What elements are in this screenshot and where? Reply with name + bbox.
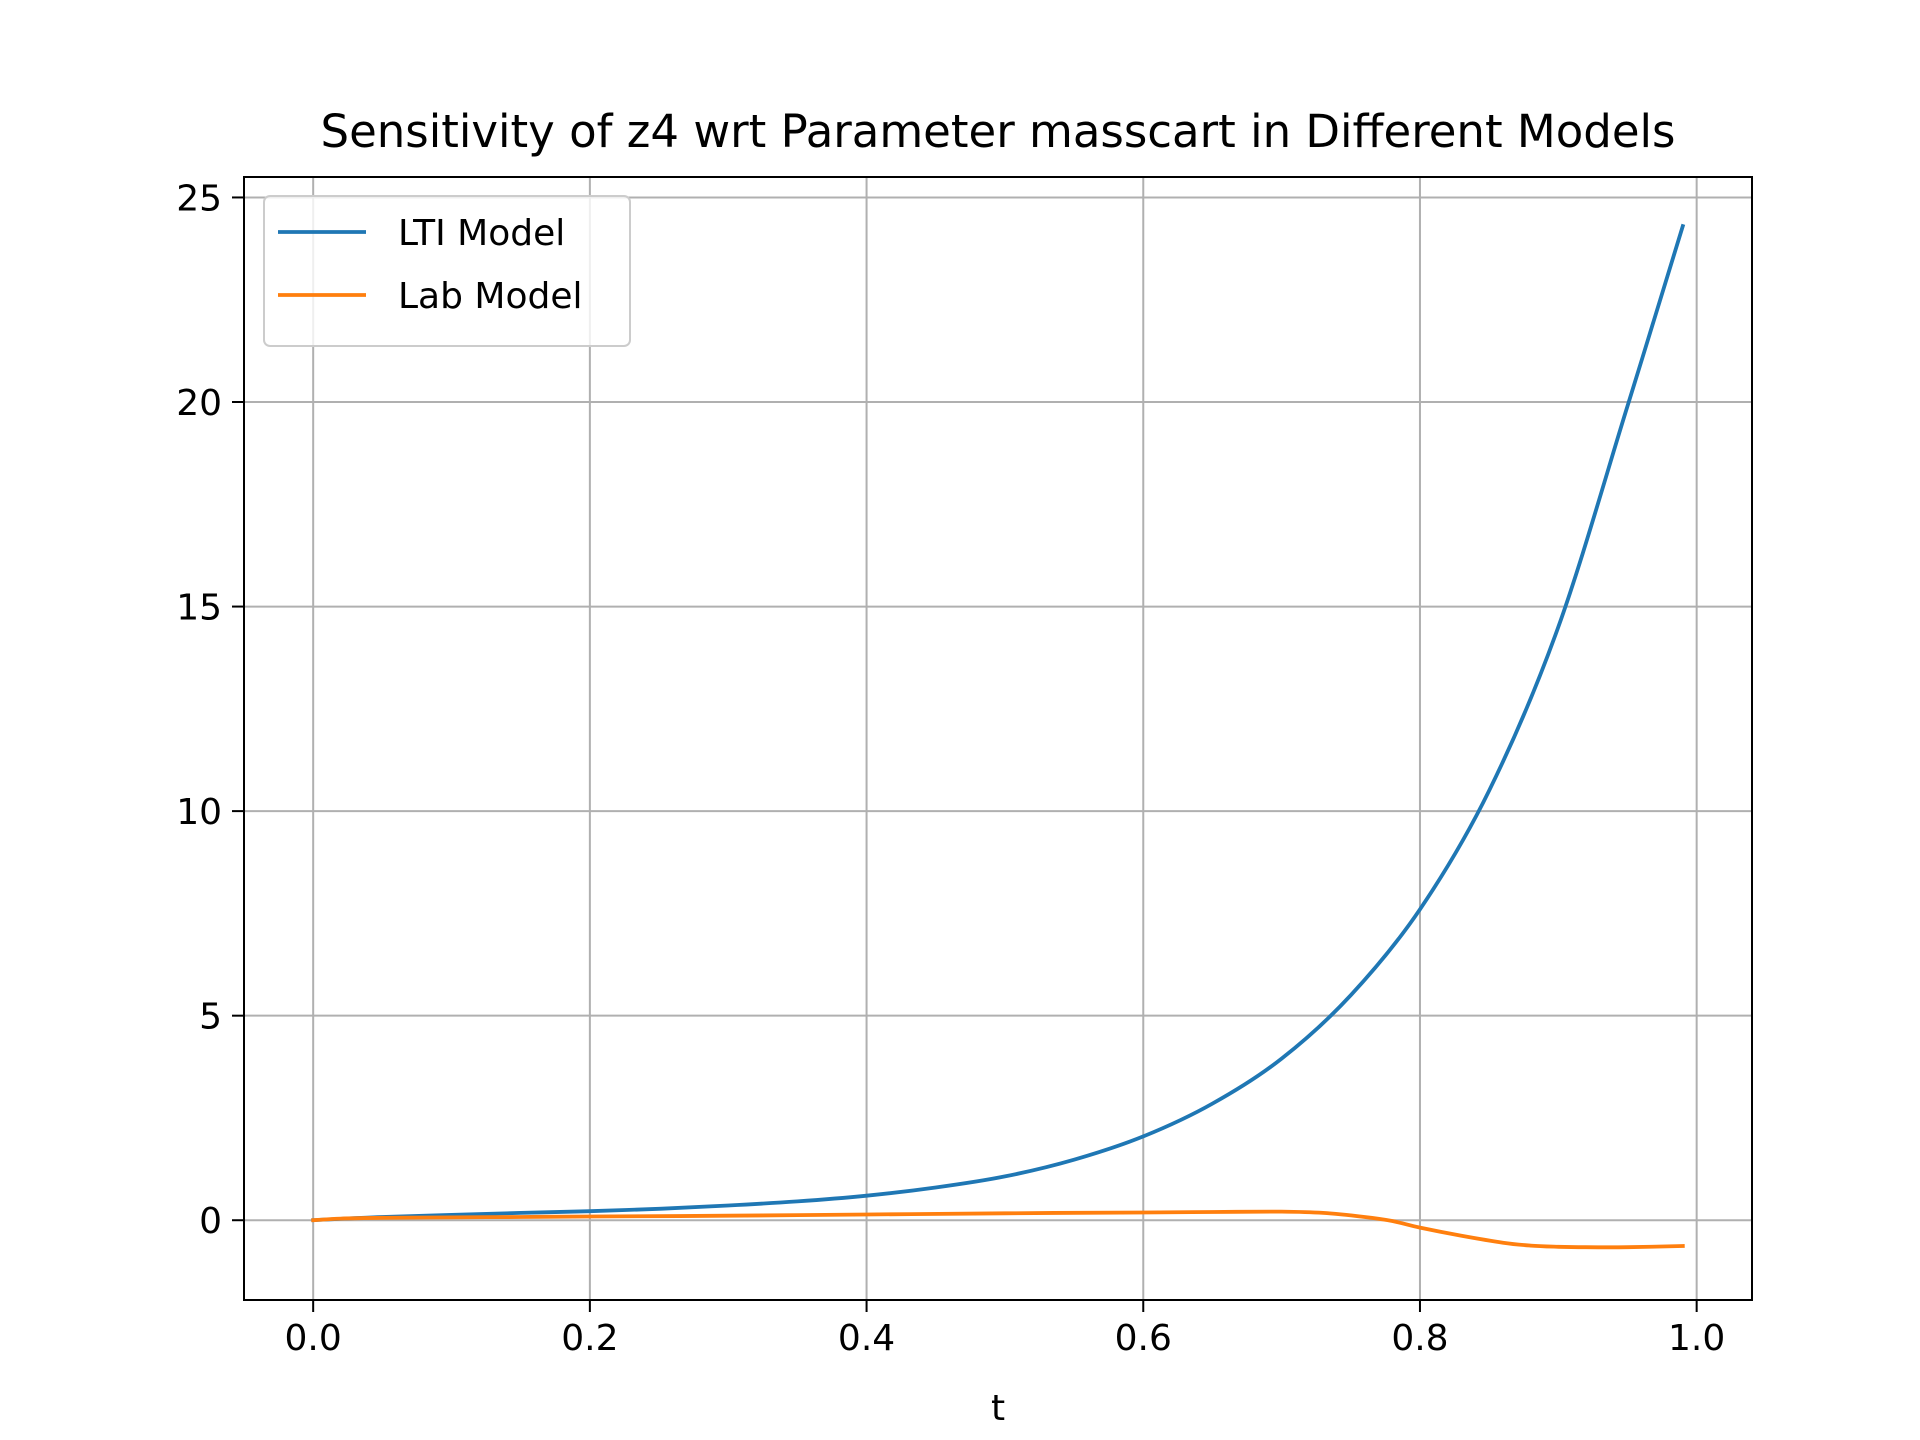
legend: LTI Model Lab Model — [263, 195, 631, 347]
x-tick-label: 0.4 — [838, 1318, 895, 1359]
x-tick-label: 0.6 — [1115, 1318, 1172, 1359]
x-tick-label: 0.8 — [1391, 1318, 1448, 1359]
legend-label: Lab Model — [398, 276, 583, 317]
series-line-lab-model — [311, 1209, 1685, 1250]
y-tick-label: 15 — [176, 588, 222, 629]
y-tick-label: 5 — [199, 997, 222, 1038]
legend-label: LTI Model — [398, 213, 565, 254]
axis-ticks: 0.0 0.2 0.4 0.6 0.8 1.0 0 5 10 15 20 25 — [176, 178, 1725, 1359]
y-tick-label: 10 — [176, 792, 222, 833]
x-axis-label: t — [991, 1388, 1005, 1429]
grid — [244, 177, 1752, 1300]
plot-series — [311, 223, 1686, 1250]
y-tick-label: 20 — [176, 383, 222, 424]
x-tick-label: 0.0 — [285, 1318, 342, 1359]
x-tick-label: 1.0 — [1668, 1318, 1725, 1359]
chart-title: Sensitivity of z4 wrt Parameter masscart… — [321, 105, 1676, 158]
y-tick-label: 25 — [176, 178, 222, 219]
x-tick-label: 0.2 — [561, 1318, 618, 1359]
y-tick-label: 0 — [199, 1201, 222, 1242]
series-line-lti-model — [311, 223, 1686, 1223]
plot-area-frame — [243, 176, 1753, 1301]
